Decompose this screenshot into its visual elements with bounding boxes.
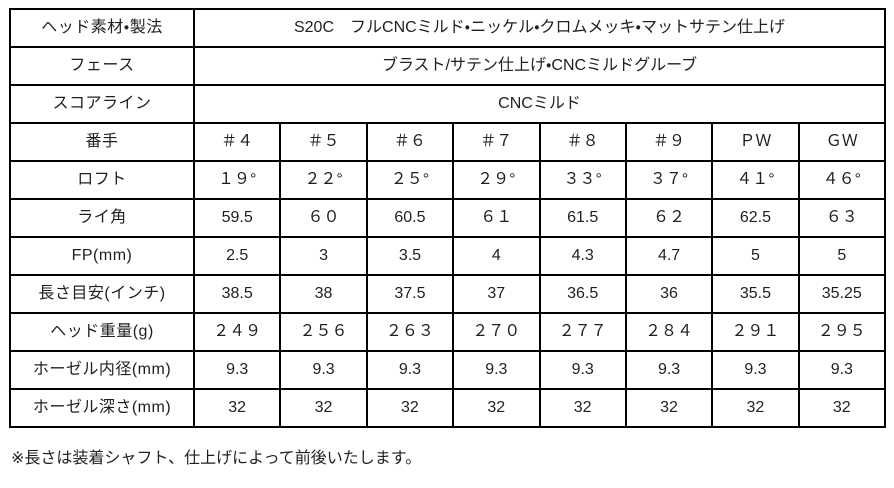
cell-loft-0: １９° xyxy=(192,160,282,200)
length-footnote: ※長さは装着シャフト、仕上げによって前後いたします。 xyxy=(11,450,422,467)
cell-length-5: 36 xyxy=(624,274,714,314)
cell-weight-6: ２９１ xyxy=(711,312,800,352)
row-label-hosel-depth: ホーゼル深さ(mm) xyxy=(9,388,195,428)
table-row-fp: FP(mm) 2.5 3 3.5 4 4.3 4.7 5 5 xyxy=(9,236,887,276)
cell-length-4: 36.5 xyxy=(538,274,627,314)
row-label-club-number: 番手 xyxy=(9,122,195,162)
cell-lie-3: ６１ xyxy=(452,198,541,238)
cell-club-number-5: ＃５ xyxy=(279,122,368,162)
cell-hosel-depth-0: 32 xyxy=(192,388,282,428)
cell-hosel-depth-1: 32 xyxy=(279,388,368,428)
cell-hosel-depth-4: 32 xyxy=(538,388,627,428)
cell-fp-2: 3.5 xyxy=(365,236,455,276)
cell-fp-1: 3 xyxy=(279,236,368,276)
cell-fp-5: 4.7 xyxy=(624,236,714,276)
cell-hosel-dia-3: 9.3 xyxy=(452,350,541,390)
cell-club-number-6: ＃６ xyxy=(365,122,455,162)
cell-loft-5: ３７° xyxy=(624,160,714,200)
cell-hosel-depth-6: 32 xyxy=(711,388,800,428)
cell-hosel-dia-0: 9.3 xyxy=(192,350,282,390)
row-label-hosel-diameter: ホーゼル内径(mm) xyxy=(9,350,195,390)
cell-hosel-dia-2: 9.3 xyxy=(365,350,455,390)
spec-table: ヘッド素材・製法 S20C フルCNCミルド・ニッケル・クロムメッキ・マットサテ… xyxy=(9,8,887,428)
cell-length-6: 35.5 xyxy=(711,274,800,314)
cell-hosel-depth-7: 32 xyxy=(797,388,887,428)
cell-length-2: 37.5 xyxy=(365,274,455,314)
cell-club-number-9: ＃９ xyxy=(624,122,714,162)
table-row-length: 長さ目安(インチ) 38.5 38 37.5 37 36.5 36 35.5 3… xyxy=(9,274,887,314)
cell-hosel-depth-5: 32 xyxy=(624,388,714,428)
cell-lie-6: 62.5 xyxy=(711,198,800,238)
cell-club-number-4: ＃４ xyxy=(192,122,282,162)
cell-lie-7: ６３ xyxy=(797,198,887,238)
row-label-fp: FP(mm) xyxy=(9,236,195,276)
spec-value-face: ブラスト/サテン仕上げ・CNCミルドグルーブ xyxy=(193,46,886,86)
cell-loft-3: ２９° xyxy=(452,160,541,200)
cell-loft-1: ２２° xyxy=(279,160,368,200)
row-label-lie-angle: ライ角 xyxy=(9,198,195,238)
cell-fp-4: 4.3 xyxy=(538,236,627,276)
cell-fp-0: 2.5 xyxy=(192,236,282,276)
cell-fp-3: 4 xyxy=(452,236,541,276)
table-row-scoreline: スコアライン CNCミルド xyxy=(9,84,886,124)
cell-loft-2: ２５° xyxy=(365,160,455,200)
cell-fp-7: 5 xyxy=(797,236,887,276)
cell-weight-1: ２５６ xyxy=(279,312,368,352)
table-row-hosel-depth: ホーゼル深さ(mm) 32 32 32 32 32 32 32 32 xyxy=(9,388,887,428)
cell-hosel-dia-1: 9.3 xyxy=(279,350,368,390)
cell-lie-4: 61.5 xyxy=(538,198,627,238)
cell-length-0: 38.5 xyxy=(192,274,282,314)
spec-value-head-material: S20C フルCNCミルド・ニッケル・クロムメッキ・マットサテン仕上げ xyxy=(193,8,886,48)
row-label-length: 長さ目安(インチ) xyxy=(9,274,195,314)
table-row-lie-angle: ライ角 59.5 ６０ 60.5 ６１ 61.5 ６２ 62.5 ６３ xyxy=(9,198,887,238)
cell-weight-7: ２９５ xyxy=(797,312,887,352)
table-row-face: フェース ブラスト/サテン仕上げ・CNCミルドグルーブ xyxy=(9,46,886,86)
cell-hosel-depth-2: 32 xyxy=(365,388,455,428)
row-label-head-material: ヘッド素材・製法 xyxy=(9,8,195,48)
row-label-face: フェース xyxy=(9,46,195,86)
row-label-scoreline: スコアライン xyxy=(9,84,195,124)
cell-fp-6: 5 xyxy=(711,236,800,276)
cell-lie-1: ６０ xyxy=(279,198,368,238)
cell-loft-4: ３３° xyxy=(538,160,627,200)
cell-lie-5: ６２ xyxy=(624,198,714,238)
cell-weight-5: ２８４ xyxy=(624,312,714,352)
cell-hosel-dia-7: 9.3 xyxy=(797,350,887,390)
table-row-head-material: ヘッド素材・製法 S20C フルCNCミルド・ニッケル・クロムメッキ・マットサテ… xyxy=(9,8,886,48)
table-row-head-weight: ヘッド重量(g) ２４９ ２５６ ２６３ ２７０ ２７７ ２８４ ２９１ ２９５ xyxy=(9,312,887,352)
cell-weight-0: ２４９ xyxy=(192,312,282,352)
cell-hosel-depth-3: 32 xyxy=(452,388,541,428)
row-label-loft: ロフト xyxy=(9,160,195,200)
spec-value-scoreline: CNCミルド xyxy=(193,84,886,124)
cell-length-7: 35.25 xyxy=(797,274,887,314)
cell-club-number-gw: ＧＷ xyxy=(797,122,887,162)
cell-length-1: 38 xyxy=(279,274,368,314)
cell-weight-4: ２７７ xyxy=(538,312,627,352)
table-row-hosel-diameter: ホーゼル内径(mm) 9.3 9.3 9.3 9.3 9.3 9.3 9.3 9… xyxy=(9,350,887,390)
cell-lie-0: 59.5 xyxy=(192,198,282,238)
cell-loft-7: ４６° xyxy=(797,160,887,200)
table-row-loft: ロフト １９° ２２° ２５° ２９° ３３° ３７° ４１° ４６° xyxy=(9,160,887,200)
cell-weight-3: ２７０ xyxy=(452,312,541,352)
cell-club-number-8: ＃８ xyxy=(538,122,627,162)
cell-length-3: 37 xyxy=(452,274,541,314)
cell-club-number-7: ＃７ xyxy=(452,122,541,162)
row-label-head-weight: ヘッド重量(g) xyxy=(9,312,195,352)
cell-hosel-dia-6: 9.3 xyxy=(711,350,800,390)
cell-club-number-pw: ＰＷ xyxy=(711,122,800,162)
cell-lie-2: 60.5 xyxy=(365,198,455,238)
cell-hosel-dia-4: 9.3 xyxy=(538,350,627,390)
cell-hosel-dia-5: 9.3 xyxy=(624,350,714,390)
cell-loft-6: ４１° xyxy=(711,160,800,200)
cell-weight-2: ２６３ xyxy=(365,312,455,352)
table-row-club-number: 番手 ＃４ ＃５ ＃６ ＃７ ＃８ ＃９ ＰＷ ＧＷ xyxy=(9,122,887,162)
